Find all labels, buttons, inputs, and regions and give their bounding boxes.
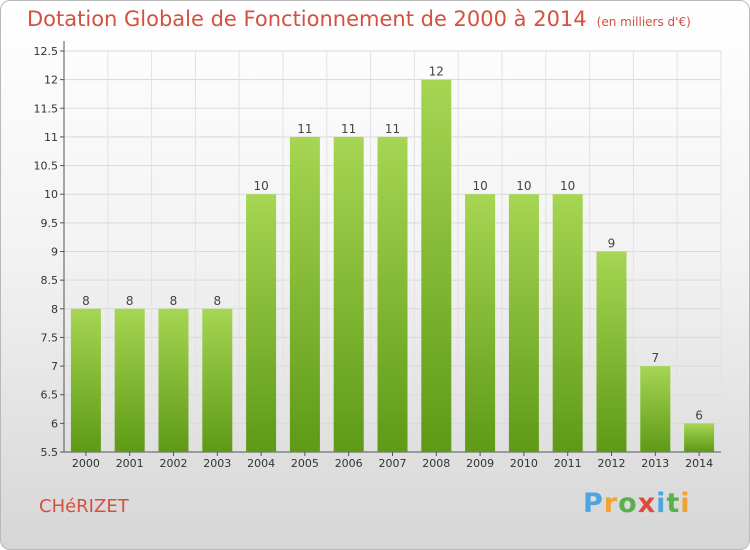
data-label: 8 (126, 294, 134, 308)
y-tick-label: 6.5 (41, 389, 59, 402)
data-label: 9 (608, 237, 616, 251)
data-label: 12 (429, 65, 444, 79)
bar-2010 (508, 194, 539, 452)
data-label: 10 (516, 179, 531, 193)
data-label: 10 (560, 179, 575, 193)
bar-2008 (421, 79, 452, 453)
logo-letter: o (618, 488, 638, 519)
bar-2000 (70, 308, 101, 452)
commune-name: CHéRIZET (39, 496, 129, 517)
y-tick-label: 9.5 (41, 217, 59, 230)
data-label: 8 (213, 294, 221, 308)
x-tick-label: 2005 (291, 457, 319, 470)
y-tick-label: 12 (44, 74, 58, 87)
y-tick-label: 11.5 (34, 102, 59, 115)
bar-2013 (640, 366, 671, 452)
data-label: 8 (82, 294, 90, 308)
data-label: 8 (170, 294, 178, 308)
data-label: 11 (385, 122, 400, 136)
x-tick-label: 2008 (422, 457, 450, 470)
y-tick-label: 11 (44, 131, 58, 144)
chart-unit: (en milliers d'€) (596, 15, 691, 29)
bar-2009 (465, 194, 496, 452)
x-tick-label: 2011 (554, 457, 582, 470)
x-tick-label: 2000 (72, 457, 100, 470)
x-tick-label: 2009 (466, 457, 494, 470)
logo-letter: r (603, 488, 619, 519)
bar-2012 (596, 251, 627, 452)
y-tick-label: 7 (51, 360, 58, 373)
proxiti-logo[interactable]: Proxiti (583, 488, 691, 519)
logo-letter: i (656, 488, 667, 519)
y-tick-label: 10.5 (34, 160, 59, 173)
data-label: 11 (341, 122, 356, 136)
x-tick-label: 2001 (116, 457, 144, 470)
logo-letter: i (680, 488, 691, 519)
x-tick-label: 2007 (379, 457, 407, 470)
bar-2001 (114, 308, 145, 452)
logo-letter: P (583, 488, 604, 519)
logo-letter: x (637, 488, 657, 519)
chart-title: Dotation Globale de Fonctionnement de 20… (27, 7, 587, 31)
y-tick-label: 9 (51, 246, 58, 259)
bar-2004 (246, 194, 277, 452)
bar-2002 (158, 308, 189, 452)
bar-2014 (684, 423, 715, 452)
bar-2003 (202, 308, 233, 452)
x-tick-label: 2010 (510, 457, 538, 470)
y-tick-label: 12.5 (34, 45, 59, 58)
logo-letter: t (666, 488, 681, 519)
data-label: 7 (651, 351, 659, 365)
y-tick-label: 8.5 (41, 274, 59, 287)
data-label: 10 (253, 179, 268, 193)
x-tick-label: 2006 (335, 457, 363, 470)
bar-2007 (377, 136, 408, 452)
y-tick-label: 6 (51, 417, 58, 430)
x-tick-label: 2003 (203, 457, 231, 470)
chart-title-block: Dotation Globale de Fonctionnement de 20… (27, 7, 691, 31)
y-tick-label: 10 (44, 188, 58, 201)
x-tick-label: 2013 (641, 457, 669, 470)
y-tick-label: 5.5 (41, 446, 59, 459)
y-tick-label: 7.5 (41, 331, 59, 344)
x-tick-label: 2014 (685, 457, 713, 470)
data-labels: 8 8 8 8 10 11 11 11 12 10 10 10 9 7 6 (82, 65, 703, 423)
data-label: 6 (695, 408, 703, 422)
x-tick-label: 2004 (247, 457, 275, 470)
bars (70, 79, 715, 453)
bar-2006 (333, 136, 364, 452)
y-tick-label: 8 (51, 303, 58, 316)
x-tick-label: 2012 (598, 457, 626, 470)
data-label: 11 (297, 122, 312, 136)
bar-2005 (289, 136, 320, 452)
x-tick-label: 2002 (160, 457, 188, 470)
bar-2011 (552, 194, 583, 452)
data-label: 10 (472, 179, 487, 193)
